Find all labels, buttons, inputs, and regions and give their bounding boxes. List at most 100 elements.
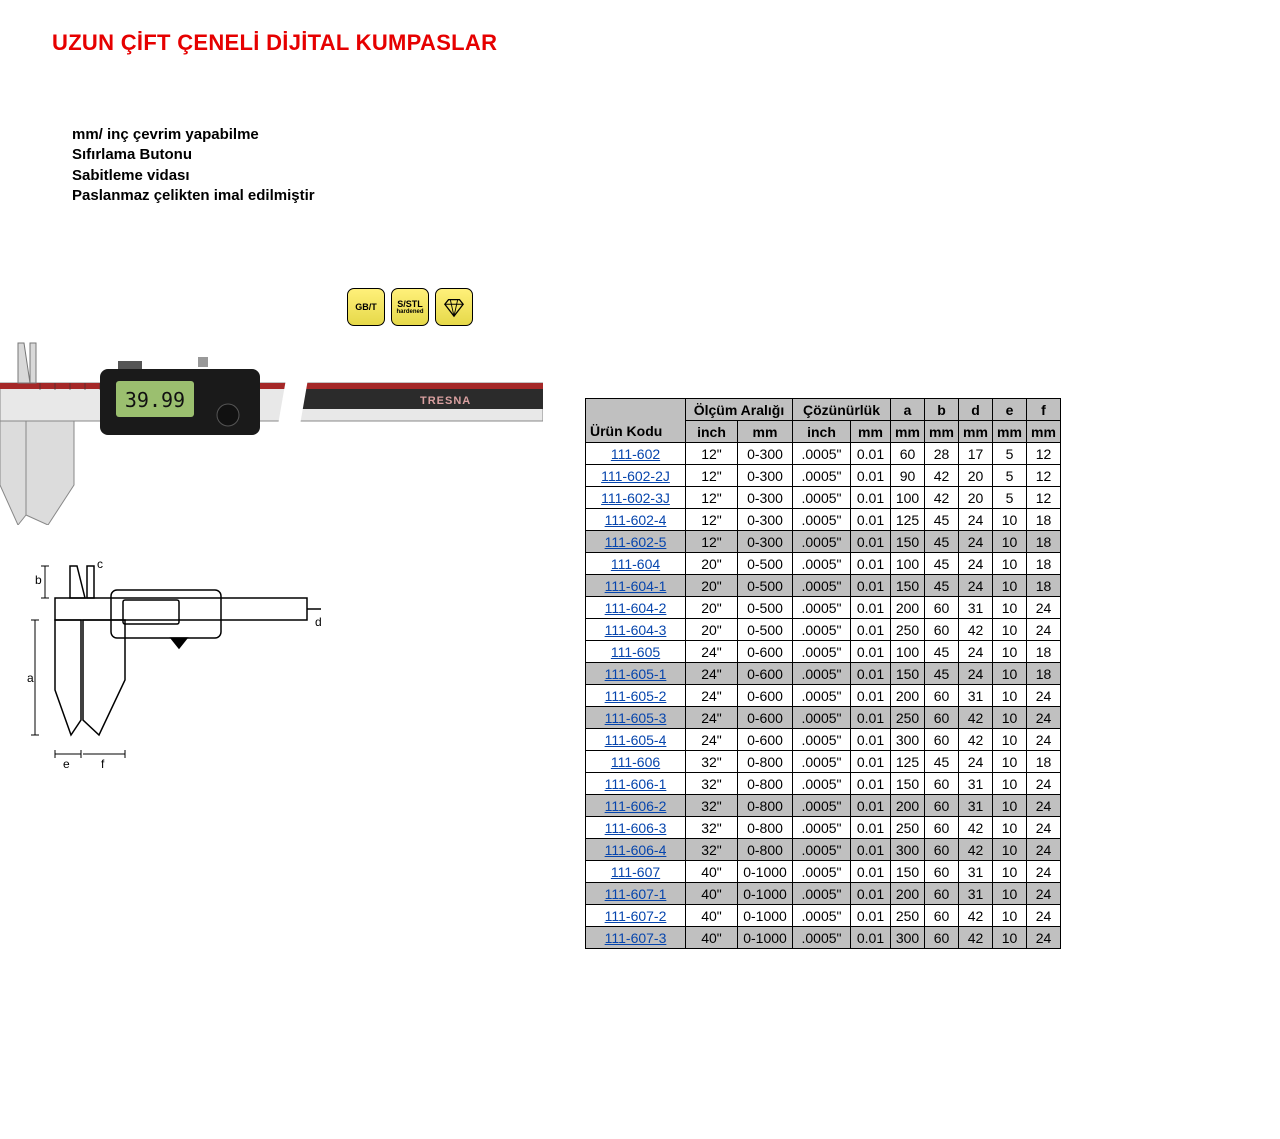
cell-value: 31 (959, 685, 993, 707)
th-b: b (925, 399, 959, 421)
product-code-link[interactable]: 111-605 (611, 644, 660, 660)
cell-value: 12 (1027, 487, 1061, 509)
cell-value: 45 (925, 531, 959, 553)
product-code-link[interactable]: 111-607-3 (605, 930, 667, 946)
cell-code: 111-605-4 (586, 729, 686, 751)
cell-value: 10 (993, 575, 1027, 597)
cell-value: 45 (925, 509, 959, 531)
spec-table-body: 111-60212"0-300.0005"0.01602817512111-60… (586, 443, 1061, 949)
table-row: 111-607-140"0-1000.0005"0.0120060311024 (586, 883, 1061, 905)
product-code-link[interactable]: 111-606-2 (605, 798, 667, 814)
cell-value: 24 (1027, 905, 1061, 927)
product-code-link[interactable]: 111-606-3 (605, 820, 667, 836)
cell-code: 111-605-3 (586, 707, 686, 729)
cell-value: 10 (993, 619, 1027, 641)
cell-value: 0.01 (851, 839, 891, 861)
cell-value: 0-1000 (738, 905, 793, 927)
cell-value: 45 (925, 751, 959, 773)
cell-value: 0-1000 (738, 927, 793, 949)
cell-value: 42 (959, 729, 993, 751)
cell-value: 10 (993, 883, 1027, 905)
cell-value: 60 (925, 817, 959, 839)
cell-code: 111-605-1 (586, 663, 686, 685)
cell-value: 0.01 (851, 553, 891, 575)
cell-value: 0.01 (851, 509, 891, 531)
cell-value: 45 (925, 663, 959, 685)
cell-value: .0005" (793, 751, 851, 773)
cell-value: .0005" (793, 531, 851, 553)
cell-code: 111-605-2 (586, 685, 686, 707)
cell-value: 0.01 (851, 707, 891, 729)
product-code-link[interactable]: 111-604-1 (605, 578, 667, 594)
cell-value: .0005" (793, 597, 851, 619)
cell-value: 10 (993, 729, 1027, 751)
product-code-link[interactable]: 111-605-4 (605, 732, 667, 748)
cell-value: 60 (925, 839, 959, 861)
cell-value: 0.01 (851, 729, 891, 751)
product-code-link[interactable]: 111-602-2J (601, 468, 670, 484)
cell-value: .0005" (793, 553, 851, 575)
product-code-link[interactable]: 111-605-2 (605, 688, 667, 704)
cell-value: 10 (993, 553, 1027, 575)
product-code-link[interactable]: 111-605-3 (605, 710, 667, 726)
product-code-link[interactable]: 111-602-5 (605, 534, 667, 550)
product-code-link[interactable]: 111-606-1 (605, 776, 667, 792)
product-code-link[interactable]: 111-602-3J (601, 490, 670, 506)
table-row: 111-605-224"0-600.0005"0.0120060311024 (586, 685, 1061, 707)
product-code-link[interactable]: 111-605-1 (605, 666, 667, 682)
cell-value: 150 (891, 575, 925, 597)
cell-value: 150 (891, 663, 925, 685)
cell-value: .0005" (793, 861, 851, 883)
cell-value: 24" (686, 707, 738, 729)
product-code-link[interactable]: 111-607-1 (605, 886, 667, 902)
product-code-link[interactable]: 111-604 (611, 556, 660, 572)
product-code-link[interactable]: 111-604-2 (605, 600, 667, 616)
cell-value: 0-1000 (738, 861, 793, 883)
product-code-link[interactable]: 111-606 (611, 754, 660, 770)
cell-value: 24 (959, 663, 993, 685)
cell-code: 111-602-3J (586, 487, 686, 509)
cell-value: 0-500 (738, 575, 793, 597)
cell-value: 31 (959, 795, 993, 817)
cell-value: .0005" (793, 443, 851, 465)
table-row: 111-60632"0-800.0005"0.0112545241018 (586, 751, 1061, 773)
cell-value: 42 (959, 905, 993, 927)
product-code-link[interactable]: 111-607-2 (605, 908, 667, 924)
cell-value: 42 (925, 487, 959, 509)
cell-value: 24 (1027, 883, 1061, 905)
th-inch: inch (686, 421, 738, 443)
th-b-unit: mm (925, 421, 959, 443)
cell-value: 42 (959, 619, 993, 641)
cell-value: 60 (925, 729, 959, 751)
cell-value: 200 (891, 597, 925, 619)
cell-value: 0-600 (738, 729, 793, 751)
product-code-link[interactable]: 111-606-4 (605, 842, 667, 858)
cell-code: 111-604-2 (586, 597, 686, 619)
cell-value: .0005" (793, 927, 851, 949)
cell-value: 40" (686, 883, 738, 905)
cell-value: 0-300 (738, 531, 793, 553)
cell-value: 24 (959, 751, 993, 773)
product-code-link[interactable]: 111-604-3 (605, 622, 667, 638)
th-a-unit: mm (891, 421, 925, 443)
table-row: 111-607-240"0-1000.0005"0.0125060421024 (586, 905, 1061, 927)
product-code-link[interactable]: 111-602-4 (605, 512, 667, 528)
cell-value: 60 (925, 905, 959, 927)
cell-value: 0.01 (851, 795, 891, 817)
svg-text:a: a (27, 671, 34, 685)
th-res-mm: mm (851, 421, 891, 443)
product-code-link[interactable]: 111-602 (611, 446, 660, 462)
svg-text:TRESNA: TRESNA (420, 395, 471, 407)
diamond-badge-icon (435, 288, 473, 326)
cell-value: .0005" (793, 509, 851, 531)
cell-value: 300 (891, 729, 925, 751)
product-code-link[interactable]: 111-607 (611, 864, 660, 880)
cell-code: 111-606-3 (586, 817, 686, 839)
th-d: d (959, 399, 993, 421)
th-res: Çözünürlük (793, 399, 891, 421)
cell-value: 24" (686, 641, 738, 663)
cell-value: 24 (1027, 817, 1061, 839)
cell-value: 10 (993, 751, 1027, 773)
cell-value: .0005" (793, 795, 851, 817)
cell-value: 20 (959, 487, 993, 509)
